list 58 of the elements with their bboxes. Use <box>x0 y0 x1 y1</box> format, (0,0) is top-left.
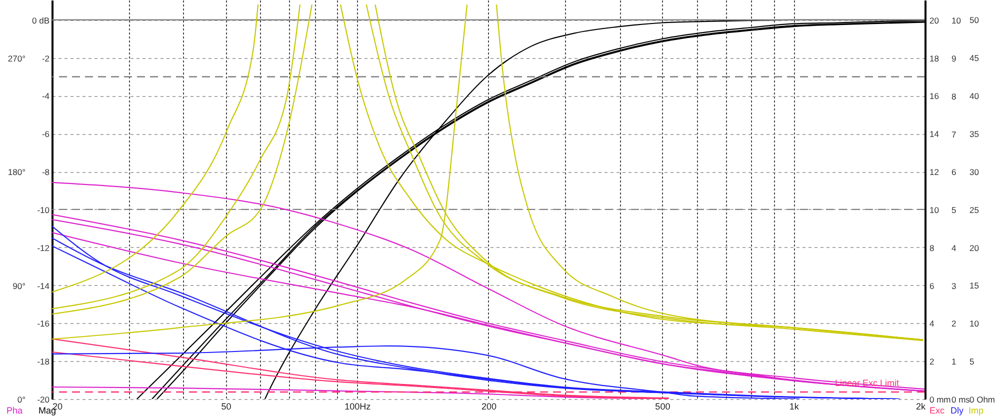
y-tick-label: 4 <box>952 242 956 253</box>
y2-tick-label: 45 <box>970 53 980 64</box>
y-tick-label: -4 <box>42 91 50 102</box>
y-tick-label: -20 <box>37 394 50 404</box>
y3-tick-label: 20 <box>930 15 940 26</box>
y2-tick-label: 10 <box>970 318 980 329</box>
y2-tick-label: 50 <box>970 15 980 26</box>
y3-tick-label: 12 <box>930 167 940 178</box>
y-tick-label: -16 <box>37 318 50 329</box>
y2-tick-label: 180° <box>8 167 26 178</box>
y-tick-label: 10 <box>952 16 962 26</box>
y-tick-label: 0 ms <box>952 394 970 404</box>
y2-tick-label: 20 <box>970 242 980 253</box>
y2-tick-label: 30 <box>970 166 980 177</box>
y2-tick-label: 40 <box>970 91 980 102</box>
y3-tick-label: 4 <box>930 318 934 329</box>
y3-tick-label: 2 <box>930 356 934 367</box>
y-tick-label: 2 <box>952 318 956 329</box>
y2-tick-label: 25 <box>970 204 980 215</box>
y2-tick-label: 270° <box>8 54 26 64</box>
y-tick-label: -12 <box>37 242 50 253</box>
y-tick-label: 1 <box>952 356 956 367</box>
y3-tick-label: 6 <box>930 280 934 291</box>
y-tick-label: 0 dB <box>32 15 50 26</box>
y3-tick-label: 10 <box>930 204 940 215</box>
y-tick-label: -14 <box>37 280 50 291</box>
y2-tick-label: 35 <box>970 129 980 140</box>
y-tick-label: 7 <box>952 129 956 140</box>
y2-axis-title: Pha <box>6 406 23 416</box>
x-tick-label: 1k <box>789 402 800 412</box>
y2-tick-label: 90° <box>12 280 26 291</box>
y-tick-label: -2 <box>42 53 50 64</box>
y-tick-label: -18 <box>37 356 50 367</box>
y-tick-label: -6 <box>42 129 50 140</box>
x-tick-label: 200 <box>481 402 497 412</box>
y-tick-label: 9 <box>952 53 956 64</box>
y-axis-title: Dly <box>950 406 964 416</box>
y-tick-label: 8 <box>952 91 956 102</box>
y3-tick-label: 14 <box>930 129 940 140</box>
y3-tick-label: 8 <box>930 242 934 253</box>
x-tick-label: 500 <box>655 402 670 412</box>
y2-tick-label: 5 <box>970 356 974 367</box>
y-tick-label: -8 <box>42 167 50 178</box>
x-tick-label: 2k <box>916 402 926 412</box>
y-tick-label: 6 <box>952 167 956 178</box>
y2-axis-title: Imp <box>968 406 984 416</box>
y2-tick-label: 0° <box>17 394 26 404</box>
y-tick-label: 3 <box>952 280 956 291</box>
x-tick-label: 50 <box>221 402 232 412</box>
y-tick-label: 5 <box>952 205 956 216</box>
y3-axis-title: Exc <box>930 406 946 416</box>
y3-tick-label: 16 <box>930 91 940 102</box>
y3-tick-label: 18 <box>930 53 940 64</box>
y2-tick-label: 0 Ohm <box>970 394 996 404</box>
x-tick-label: 100Hz <box>344 402 372 412</box>
y2-tick-label: 15 <box>970 280 980 291</box>
y3-tick-label: 0 mm <box>930 394 951 404</box>
y-tick-label: -10 <box>37 204 50 215</box>
